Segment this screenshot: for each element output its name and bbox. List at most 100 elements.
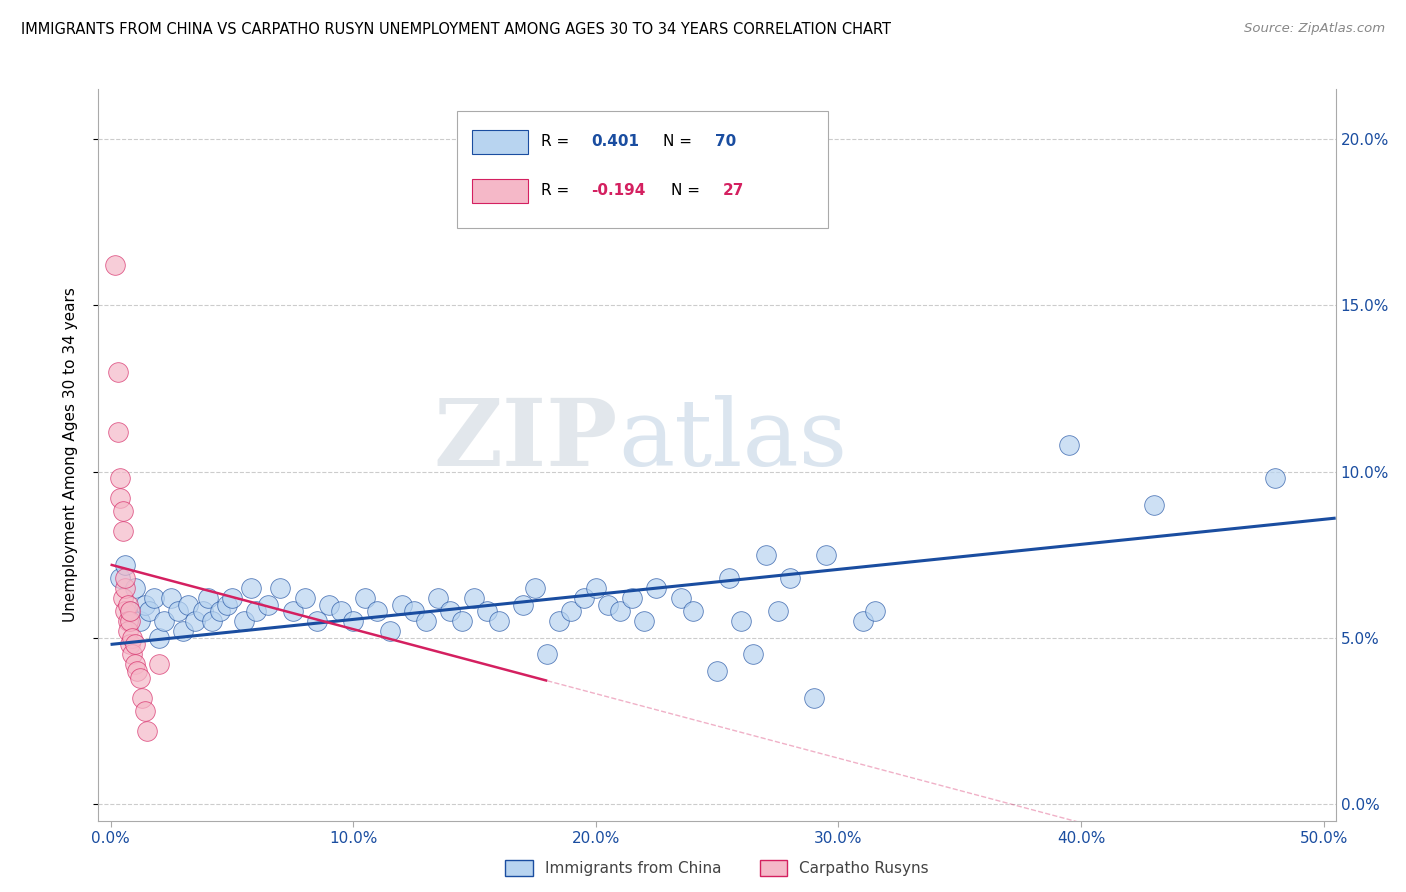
Point [148,657,170,672]
Point [111,504,134,518]
Point [118,604,141,618]
Point [439,604,461,618]
Point [863,604,886,618]
Point [208,604,231,618]
Point [233,614,256,628]
Point [463,591,485,605]
Point [585,581,607,595]
Point [111,591,134,605]
Point [107,365,129,379]
Point [342,614,364,628]
Point [184,614,207,628]
Point [402,604,425,618]
Point [153,614,176,628]
Point [621,591,644,605]
Point [124,657,146,672]
Point [245,604,267,618]
Text: N =: N = [671,184,706,198]
Point [803,690,825,705]
Point [755,548,778,562]
Point [706,664,728,678]
Point [136,723,159,738]
Point [524,581,547,595]
Point [682,604,704,618]
Legend: Immigrants from China, Carpatho Rusyns: Immigrants from China, Carpatho Rusyns [499,855,935,882]
Text: N =: N = [662,135,696,149]
Point [172,624,194,639]
Point [488,614,510,628]
Text: -0.194: -0.194 [591,184,645,198]
Point [117,624,139,639]
Point [104,259,127,273]
Text: R =: R = [541,184,575,198]
Point [294,591,316,605]
Point [240,581,263,595]
Point [197,591,219,605]
Point [572,591,595,605]
Point [110,491,132,505]
Point [645,581,668,595]
Point [330,604,353,618]
Point [143,591,166,605]
Point [191,604,214,618]
Point [117,614,139,628]
Point [451,614,474,628]
Point [114,571,136,585]
Point [269,581,291,595]
Point [427,591,450,605]
Point [110,571,132,585]
Text: 0.401: 0.401 [591,135,638,149]
Text: Source: ZipAtlas.com: Source: ZipAtlas.com [1244,22,1385,36]
Point [114,581,136,595]
Y-axis label: Unemployment Among Ages 30 to 34 years: Unemployment Among Ages 30 to 34 years [63,287,77,623]
Bar [472,130,527,153]
Point [107,425,129,439]
Point [117,598,139,612]
Point [475,604,498,618]
Point [633,614,655,628]
Point [160,591,183,605]
Point [167,604,190,618]
Point [378,624,401,639]
Point [127,664,149,678]
Text: 70: 70 [714,135,735,149]
Point [766,604,789,618]
Bar [472,179,527,202]
Point [110,471,132,485]
Point [536,648,558,662]
Point [201,614,224,628]
Point [134,598,156,612]
Point [391,598,413,612]
Point [215,598,238,612]
Point [718,571,741,585]
Point [281,604,304,618]
Point [138,604,160,618]
Point [1057,438,1080,452]
Point [548,614,571,628]
Point [124,581,146,595]
Point [257,598,280,612]
Text: IMMIGRANTS FROM CHINA VS CARPATHO RUSYN UNEMPLOYMENT AMONG AGES 30 TO 34 YEARS C: IMMIGRANTS FROM CHINA VS CARPATHO RUSYN … [21,22,891,37]
Point [512,598,534,612]
Point [134,704,156,718]
Point [354,591,377,605]
Text: 27: 27 [723,184,745,198]
Text: ZIP: ZIP [434,395,619,485]
Text: atlas: atlas [619,395,848,485]
Point [730,614,752,628]
Point [742,648,765,662]
Point [1264,471,1286,485]
Point [128,614,150,628]
Point [366,604,388,618]
Point [609,604,631,618]
Point [114,604,136,618]
Point [596,598,619,612]
Point [114,558,136,572]
Point [779,571,801,585]
Point [118,614,141,628]
Point [415,614,437,628]
Bar [457,112,828,228]
Point [560,604,582,618]
Point [305,614,328,628]
Point [815,548,838,562]
